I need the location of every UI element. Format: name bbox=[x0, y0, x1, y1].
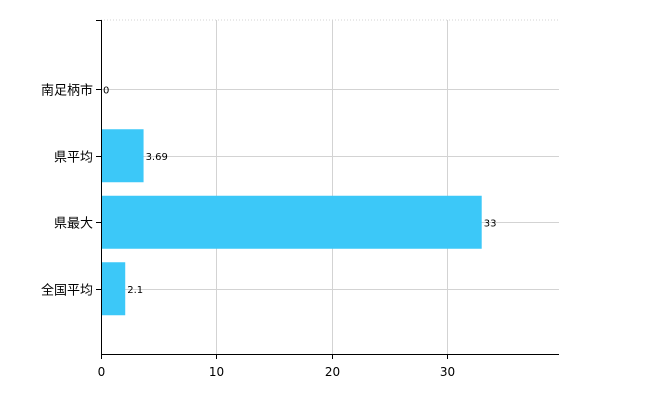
data-label-0: 0 bbox=[103, 85, 109, 96]
x-tick-label-30: 30 bbox=[440, 365, 455, 379]
grid-layer bbox=[101, 19, 559, 354]
y-tick-label-1: 県平均 bbox=[54, 151, 93, 166]
bar-2 bbox=[101, 195, 482, 249]
y-tick-label-0: 南足柄市 bbox=[41, 83, 93, 99]
bar-1 bbox=[101, 129, 144, 183]
x-tick-label-20: 20 bbox=[325, 365, 340, 379]
y-tick-label-3: 全国平均 bbox=[41, 283, 93, 299]
axes-layer bbox=[96, 20, 559, 359]
bar-3 bbox=[101, 262, 126, 316]
bars-layer bbox=[101, 129, 482, 316]
x-tick-label-0: 0 bbox=[98, 365, 106, 379]
data-label-2: 33 bbox=[484, 218, 497, 229]
y-tick-label-2: 県最大 bbox=[54, 217, 93, 232]
x-tick-label-10: 10 bbox=[209, 365, 224, 379]
data-label-3: 2.1 bbox=[127, 285, 143, 296]
data-label-1: 3.69 bbox=[146, 152, 168, 163]
